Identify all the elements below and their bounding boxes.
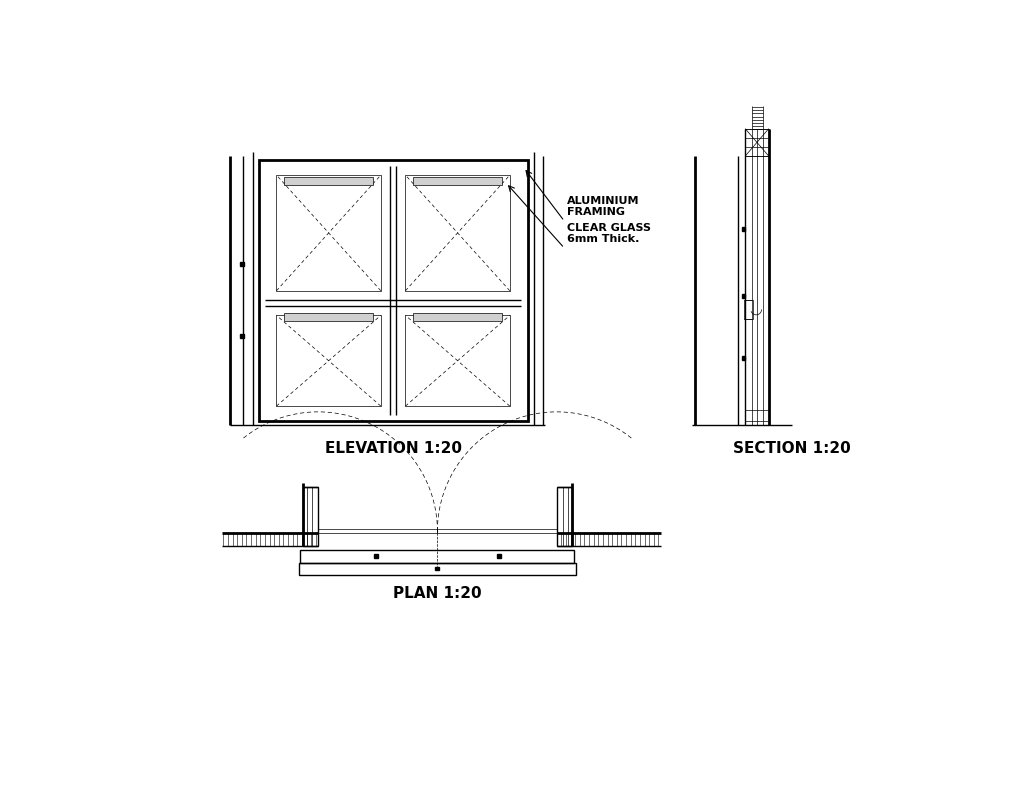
Bar: [300, 550, 574, 563]
Bar: [284, 313, 374, 321]
Bar: [745, 410, 768, 422]
Bar: [284, 178, 374, 185]
Bar: [276, 175, 381, 291]
Bar: [302, 487, 318, 547]
Bar: [413, 313, 502, 321]
Bar: [745, 129, 768, 156]
Text: SECTION 1:20: SECTION 1:20: [733, 440, 851, 456]
Bar: [557, 487, 572, 547]
Bar: [497, 554, 501, 558]
Bar: [240, 334, 244, 338]
Bar: [413, 178, 502, 185]
Text: PLAN 1:20: PLAN 1:20: [393, 586, 482, 601]
Bar: [437, 530, 557, 533]
Bar: [240, 262, 244, 265]
Bar: [744, 300, 753, 319]
Bar: [318, 530, 437, 533]
Text: CLEAR GLASS
6mm Thick.: CLEAR GLASS 6mm Thick.: [566, 223, 651, 244]
Bar: [405, 315, 510, 406]
Text: ALUMINIUM
FRAMING: ALUMINIUM FRAMING: [566, 195, 639, 217]
Bar: [435, 567, 439, 570]
Bar: [276, 315, 381, 406]
Text: ELEVATION 1:20: ELEVATION 1:20: [325, 440, 462, 456]
Bar: [742, 356, 745, 360]
Bar: [742, 294, 745, 298]
Bar: [259, 160, 528, 422]
Bar: [298, 563, 577, 575]
Bar: [374, 554, 378, 558]
Bar: [405, 175, 510, 291]
Bar: [742, 227, 745, 231]
